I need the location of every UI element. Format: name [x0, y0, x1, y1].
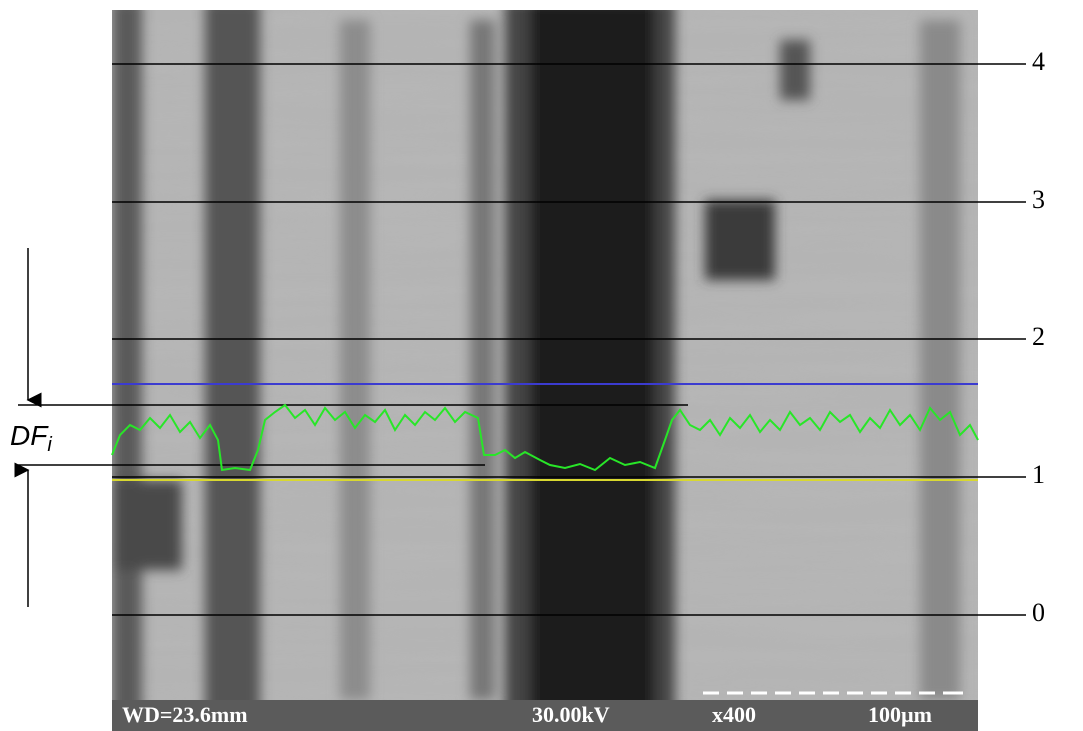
level-label: 0 [1032, 598, 1045, 627]
info-bar [112, 700, 978, 731]
voltage: 30.00kV [532, 702, 610, 727]
scale-length: 100µm [868, 702, 932, 727]
working-distance: WD=23.6mm [122, 702, 248, 727]
magnification: x400 [712, 702, 756, 727]
level-label: 1 [1032, 460, 1045, 489]
symbol-main: DF [10, 420, 49, 451]
symbol: DFi [10, 420, 52, 456]
sem-image [112, 10, 978, 700]
level-label: 2 [1032, 322, 1045, 351]
symbol-subscript: i [47, 434, 52, 456]
level-label: 3 [1032, 185, 1045, 214]
profile-line [111, 403, 979, 472]
level-label: 4 [1032, 47, 1045, 76]
